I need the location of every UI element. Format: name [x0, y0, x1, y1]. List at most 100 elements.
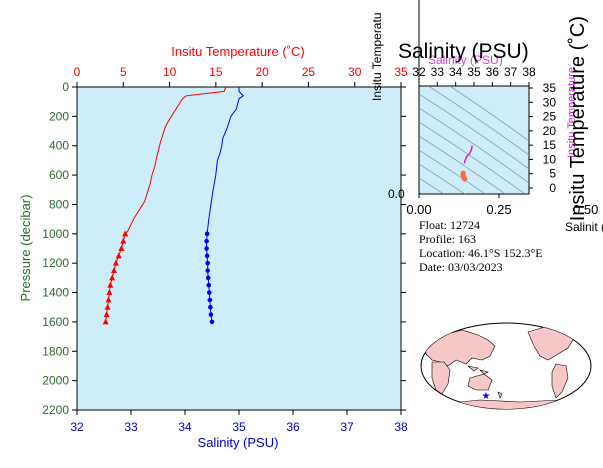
salinity-point — [209, 319, 215, 325]
salinity-point — [204, 231, 210, 237]
float-location-marker: ★ — [482, 391, 491, 402]
salinity-point — [205, 260, 210, 266]
density-contour — [419, 93, 529, 170]
temperature-point — [104, 303, 111, 310]
density-contour — [419, 107, 529, 184]
ts-top-tick-label: 37 — [504, 65, 518, 79]
y-tick-label: 800 — [49, 197, 69, 211]
salinity-point — [207, 290, 212, 295]
density-contour — [449, 86, 529, 142]
y-tick-label: 1800 — [42, 344, 69, 358]
salinity-point — [205, 275, 211, 281]
temperature-point — [118, 245, 125, 251]
temperature-point — [115, 252, 122, 259]
ts-right-label: Insitu Temperature (˚C) — [567, 16, 589, 221]
salinity-point — [207, 297, 213, 303]
y-tick-label: 1600 — [42, 315, 69, 329]
ts-right-tick-label: 5 — [549, 167, 556, 181]
bottom-tick-label: 35 — [232, 420, 246, 434]
temperature-point — [122, 230, 129, 237]
main-plot-area — [76, 86, 402, 411]
ts-right-tick-label: 15 — [543, 138, 557, 152]
temperature-point — [107, 281, 114, 288]
temperature-point — [106, 289, 113, 296]
salinity-profile-line — [206, 87, 245, 234]
ts-right-tick-label: 30 — [543, 95, 557, 109]
world-map: ★ — [420, 322, 592, 410]
ts-bottom-right-label: Salinit (PS — [565, 220, 603, 234]
float-location: Location: 46.1°S 152.3°E — [419, 246, 543, 260]
top-tick-label: 10 — [163, 65, 177, 79]
y-tick-label: 0 — [62, 80, 69, 94]
temperature-point — [111, 267, 118, 274]
ts-bottom-tick-label: 0.25 — [486, 202, 511, 217]
top-tick-label: 35 — [394, 65, 408, 79]
bottom-axis-label: Salinity (PSU) — [198, 435, 279, 450]
ts-bottom-tick-050: 0.50 — [573, 202, 598, 217]
bottom-tick-label: 37 — [340, 420, 354, 434]
bottom-tick-label: 32 — [70, 420, 84, 434]
y-tick-label: 1000 — [42, 227, 69, 241]
ts-top-tick-label: 34 — [449, 65, 463, 79]
density-contour — [419, 149, 486, 194]
bottom-tick-label: 33 — [124, 420, 138, 434]
top-tick-label: 20 — [255, 65, 269, 79]
y-tick-label: 1200 — [42, 256, 69, 270]
salinity-point — [208, 312, 214, 317]
bottom-tick-label: 34 — [178, 420, 192, 434]
ts-top-tick-label: 35 — [467, 65, 481, 79]
ts-left-label: Insitu Temperatu — [370, 13, 384, 102]
ts-right-tick-label: 25 — [543, 110, 557, 124]
left-axis-label: Pressure (decibar) — [18, 195, 33, 302]
salinity-point — [204, 238, 209, 244]
salinity-point — [205, 268, 210, 273]
salinity-point — [206, 282, 212, 288]
ts-right-tick-label: 35 — [543, 81, 557, 95]
top-tick-label: 15 — [209, 65, 223, 79]
salinity-point — [204, 246, 209, 251]
salinity-point — [208, 304, 213, 310]
temperature-point — [103, 311, 110, 318]
temperature-point — [120, 237, 127, 244]
float-id: Float: 12724 — [419, 218, 481, 232]
ts-deep-points — [460, 170, 468, 182]
bottom-tick-label: 36 — [286, 420, 300, 434]
ts-overlap-label: Salinity (PSU) — [428, 53, 503, 67]
top-tick-label: 5 — [120, 65, 127, 79]
y-tick-label: 200 — [49, 109, 69, 123]
ts-right-tick-label: 20 — [543, 124, 557, 138]
y-tick-label: 2000 — [42, 374, 69, 388]
y-tick-label: 1400 — [42, 286, 69, 300]
y-tick-label: 2200 — [42, 403, 69, 417]
ts-left-tick-0: 0.0 — [388, 187, 405, 201]
profile-date: Date: 03/03/2023 — [419, 260, 503, 274]
temperature-point — [105, 296, 112, 303]
temperature-point — [109, 274, 116, 281]
density-contour — [419, 163, 466, 194]
top-tick-label: 0 — [74, 65, 81, 79]
ts-curve — [463, 145, 473, 164]
top-tick-label: 30 — [348, 65, 362, 79]
ts-right-tick-label: 10 — [543, 152, 557, 166]
ts-top-tick-label: 38 — [522, 65, 536, 79]
temperature-point — [112, 259, 119, 266]
density-contour — [419, 177, 445, 194]
ts-plot-area — [418, 85, 530, 195]
density-contour — [419, 135, 506, 194]
temperature-profile-line — [124, 86, 227, 235]
ts-right-tick-label: 0 — [549, 181, 556, 195]
profile-number: Profile: 163 — [419, 232, 476, 246]
ts-top-tick-label: 36 — [486, 65, 500, 79]
ts-title: Salinity (PSU) — [398, 40, 529, 63]
top-axis-label: Insitu Temperature (˚C) — [171, 44, 304, 59]
y-tick-label: 600 — [49, 168, 69, 182]
salinity-point — [204, 253, 210, 259]
ts-bottom-tick-label: 0.00 — [406, 202, 431, 217]
y-tick-label: 400 — [49, 139, 69, 153]
top-tick-label: 25 — [302, 65, 316, 79]
density-contour — [427, 86, 529, 156]
temperature-point — [102, 318, 109, 325]
ts-magenta-label: Insitu Temperature — [566, 67, 578, 158]
ts-top-tick-label: 33 — [431, 65, 445, 79]
